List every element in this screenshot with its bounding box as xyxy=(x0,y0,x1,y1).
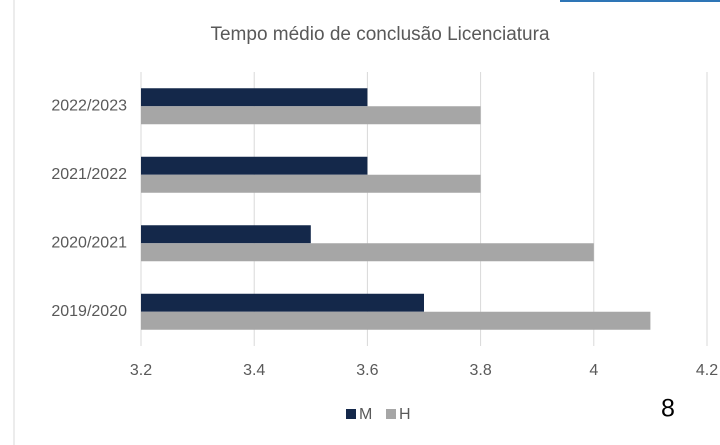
y-tick-label: 2022/2023 xyxy=(51,97,127,114)
bar xyxy=(141,311,651,330)
x-tick-label: 3.2 xyxy=(130,362,152,379)
x-tick-label: 3.4 xyxy=(243,362,265,379)
y-tick-label: 2021/2022 xyxy=(51,166,127,183)
bar xyxy=(141,243,594,262)
legend-swatch xyxy=(346,409,356,419)
bar xyxy=(141,156,368,175)
y-tick-label: 2020/2021 xyxy=(51,234,127,251)
bar xyxy=(141,106,481,125)
x-tick-label: 4.2 xyxy=(696,362,718,379)
bar xyxy=(141,88,368,107)
x-tick-label: 3.8 xyxy=(469,362,491,379)
bar xyxy=(141,174,481,193)
chart-title: Tempo médio de conclusão Licenciatura xyxy=(210,24,549,45)
x-tick-label: 4 xyxy=(589,362,598,379)
page-number: 8 xyxy=(661,395,675,423)
bar xyxy=(141,225,311,244)
bar xyxy=(141,293,424,312)
y-tick-label: 2019/2020 xyxy=(51,303,127,320)
x-tick-label: 3.6 xyxy=(356,362,378,379)
legend-label: M xyxy=(359,406,372,423)
legend-swatch xyxy=(386,409,396,419)
legend-label: H xyxy=(399,406,411,423)
